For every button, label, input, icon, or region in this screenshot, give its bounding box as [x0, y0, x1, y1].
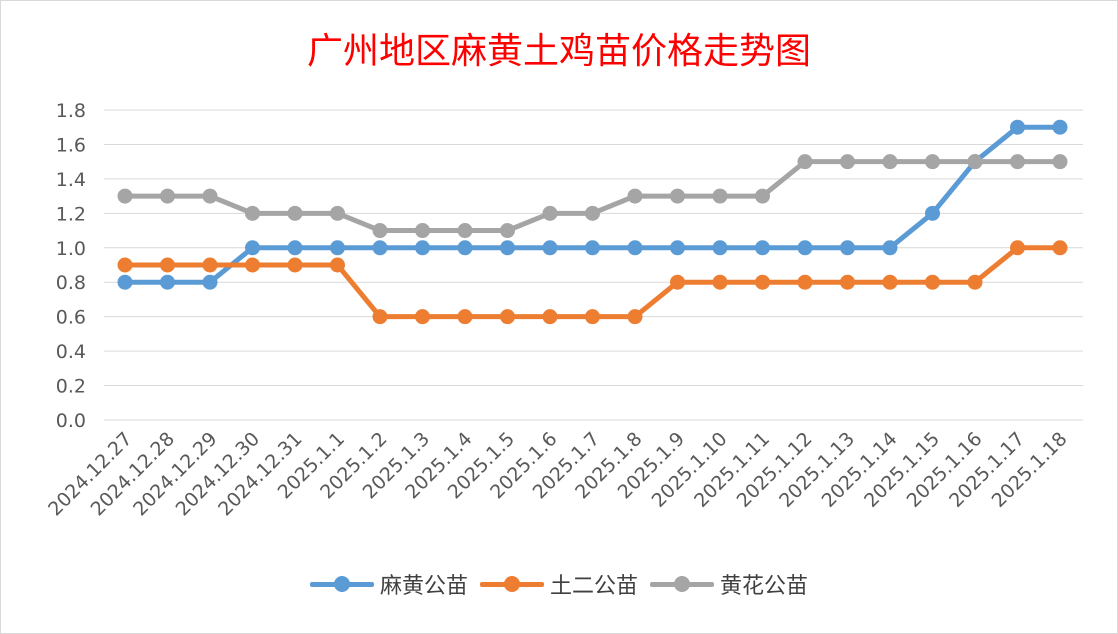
data-point	[287, 257, 303, 273]
legend-marker	[479, 573, 544, 595]
data-point	[330, 240, 345, 256]
data-point	[160, 274, 175, 290]
data-point	[627, 188, 643, 204]
chart-title: 广州地区麻黄土鸡苗价格走势图	[306, 31, 811, 72]
data-point	[415, 240, 430, 256]
data-point	[585, 205, 600, 221]
data-point	[287, 240, 303, 256]
data-point	[925, 205, 940, 221]
y-tick-label: 0.8	[56, 272, 86, 294]
data-point	[245, 205, 260, 221]
legend-label: 麻黄公苗	[379, 574, 468, 599]
data-point	[415, 223, 430, 239]
data-point	[202, 274, 218, 290]
data-point	[1010, 240, 1025, 256]
data-point	[882, 154, 898, 170]
data-point	[670, 188, 685, 204]
data-point	[755, 240, 770, 256]
data-point	[500, 309, 515, 325]
data-point	[202, 188, 218, 204]
legend-marker	[309, 573, 374, 595]
data-point	[415, 309, 430, 325]
data-point	[712, 274, 728, 290]
data-point	[627, 240, 643, 256]
data-point	[457, 223, 473, 239]
data-point	[117, 274, 133, 290]
data-point	[585, 240, 600, 256]
data-point	[542, 240, 558, 256]
data-point	[1052, 154, 1068, 170]
legend-label: 土二公苗	[549, 574, 638, 599]
data-point	[330, 257, 345, 273]
data-point	[287, 205, 303, 221]
data-point	[840, 154, 855, 170]
data-point	[967, 154, 983, 170]
y-tick-label: 1.6	[56, 134, 86, 156]
legend-marker	[650, 573, 714, 595]
legend-item: 麻黄公苗	[309, 568, 468, 600]
data-point	[117, 188, 133, 204]
y-tick-label: 1.4	[56, 169, 86, 191]
data-point	[797, 154, 813, 170]
data-point	[117, 257, 133, 273]
data-point	[1010, 119, 1025, 135]
chart-legend: 麻黄公苗 土二公苗 黄花公苗	[0, 568, 1118, 601]
data-point	[585, 309, 600, 325]
data-point	[882, 274, 898, 290]
data-point	[160, 257, 175, 273]
data-point	[542, 309, 558, 325]
data-point	[712, 240, 728, 256]
data-point	[925, 154, 940, 170]
data-point	[500, 240, 515, 256]
y-tick-label: 0.4	[56, 341, 86, 363]
data-point	[330, 205, 345, 221]
data-point	[202, 257, 218, 273]
data-point	[245, 240, 260, 256]
data-point	[372, 223, 388, 239]
data-point	[457, 309, 473, 325]
data-point	[670, 274, 685, 290]
y-tick-label: 1.0	[56, 238, 86, 260]
data-point	[160, 188, 175, 204]
data-point	[1010, 154, 1025, 170]
data-point	[1052, 119, 1068, 135]
y-tick-label: 1.2	[56, 203, 86, 225]
series-line	[122, 124, 1063, 285]
legend-item: 土二公苗	[479, 568, 638, 600]
data-point	[882, 240, 898, 256]
data-point	[840, 240, 855, 256]
data-point	[627, 309, 643, 325]
data-point	[457, 240, 473, 256]
y-tick-label: 0.2	[56, 376, 86, 398]
data-point	[840, 274, 855, 290]
y-tick-label: 1.8	[56, 100, 86, 122]
data-point	[712, 188, 728, 204]
data-point	[797, 274, 813, 290]
data-point	[372, 309, 388, 325]
legend-item: 黄花公苗	[650, 568, 808, 600]
data-point	[797, 240, 813, 256]
y-tick-label: 0.6	[56, 307, 86, 329]
data-point	[670, 240, 685, 256]
y-tick-label: 0.0	[56, 410, 86, 432]
data-point	[542, 205, 558, 221]
data-point	[755, 274, 770, 290]
data-point	[372, 240, 388, 256]
data-point	[925, 274, 940, 290]
data-point	[245, 257, 260, 273]
data-point	[500, 223, 515, 239]
legend-label: 黄花公苗	[720, 574, 809, 599]
data-point	[1052, 240, 1068, 256]
data-point	[755, 188, 770, 204]
data-point	[967, 274, 983, 290]
